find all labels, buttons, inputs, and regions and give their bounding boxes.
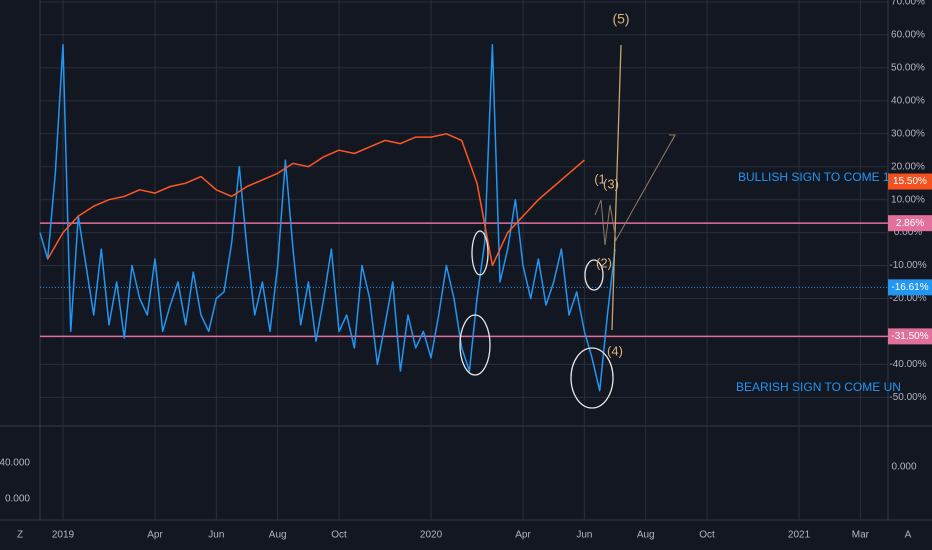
y-tick-label: 0.00%: [894, 227, 922, 238]
annotation: (3): [603, 176, 619, 191]
level-label: 2.86%: [896, 218, 924, 229]
y-tick-label: 70.00%: [891, 0, 925, 8]
button[interactable]: A: [905, 530, 912, 541]
circle-mark: [471, 230, 489, 276]
annotation: (2): [596, 255, 612, 270]
annotation: BULLISH SIGN TO COME 1...: [738, 170, 900, 184]
level-badge: [888, 215, 932, 232]
y-tick-label: -10.00%: [889, 260, 926, 271]
wave-line: [611, 44, 622, 331]
y-tick-label: -40.00%: [889, 359, 926, 370]
series-line: [47, 133, 585, 267]
wave-path: [594, 134, 676, 246]
y-tick-label: 10.00%: [891, 194, 925, 205]
level-label: 15.50%: [893, 176, 927, 187]
annotation: BEARISH SIGN TO COME UN: [736, 380, 901, 394]
x-tick-label: Oct: [699, 530, 715, 541]
drawings: [459, 44, 676, 409]
lower-tick-label: 40.000: [0, 458, 30, 469]
y-tick-label: -50.00%: [889, 392, 926, 403]
x-tick-label: Jun: [208, 530, 224, 541]
annotation: (4): [607, 343, 623, 358]
series-line: [39, 44, 616, 392]
x-tick-label: Jun: [576, 530, 592, 541]
level-badge: [888, 279, 932, 296]
annotation: (1: [594, 171, 606, 186]
lower-tick-label: 0.000: [891, 462, 916, 473]
button[interactable]: Z: [17, 530, 23, 541]
circle-mark: [570, 347, 614, 409]
x-tick-label: Aug: [637, 530, 655, 541]
y-tick-label: 30.00%: [891, 128, 925, 139]
x-tick-label: 2021: [788, 530, 811, 541]
y-tick-label: 60.00%: [891, 30, 925, 41]
y-tick-label: 20.00%: [891, 161, 925, 172]
x-tick-label: 2019: [52, 530, 75, 541]
level-label: -31.50%: [891, 331, 928, 342]
y-tick-label: 50.00%: [891, 63, 925, 74]
x-tick-label: Apr: [515, 530, 531, 541]
circle-mark: [584, 259, 604, 291]
x-tick-label: Apr: [147, 530, 163, 541]
y-tick-label: -20.00%: [889, 293, 926, 304]
x-tick-label: Mar: [852, 530, 870, 541]
level-badge: [888, 173, 932, 190]
x-tick-label: 2020: [420, 530, 443, 541]
plot: [39, 44, 888, 392]
arrow-head: [669, 134, 676, 142]
level-badge: [888, 328, 932, 345]
lower-tick-label: 0.000: [5, 494, 30, 505]
level-label: -16.61%: [891, 282, 928, 293]
annotation: (5): [612, 11, 629, 27]
x-tick-label: Oct: [331, 530, 347, 541]
circle-mark: [459, 314, 491, 376]
x-tick-label: Aug: [269, 530, 287, 541]
labels: 70.00% 60.00% 50.00% 40.00% 30.00% 20.00% 10.0…: [52, 0, 932, 541]
y-tick-label: 40.00%: [891, 95, 925, 106]
